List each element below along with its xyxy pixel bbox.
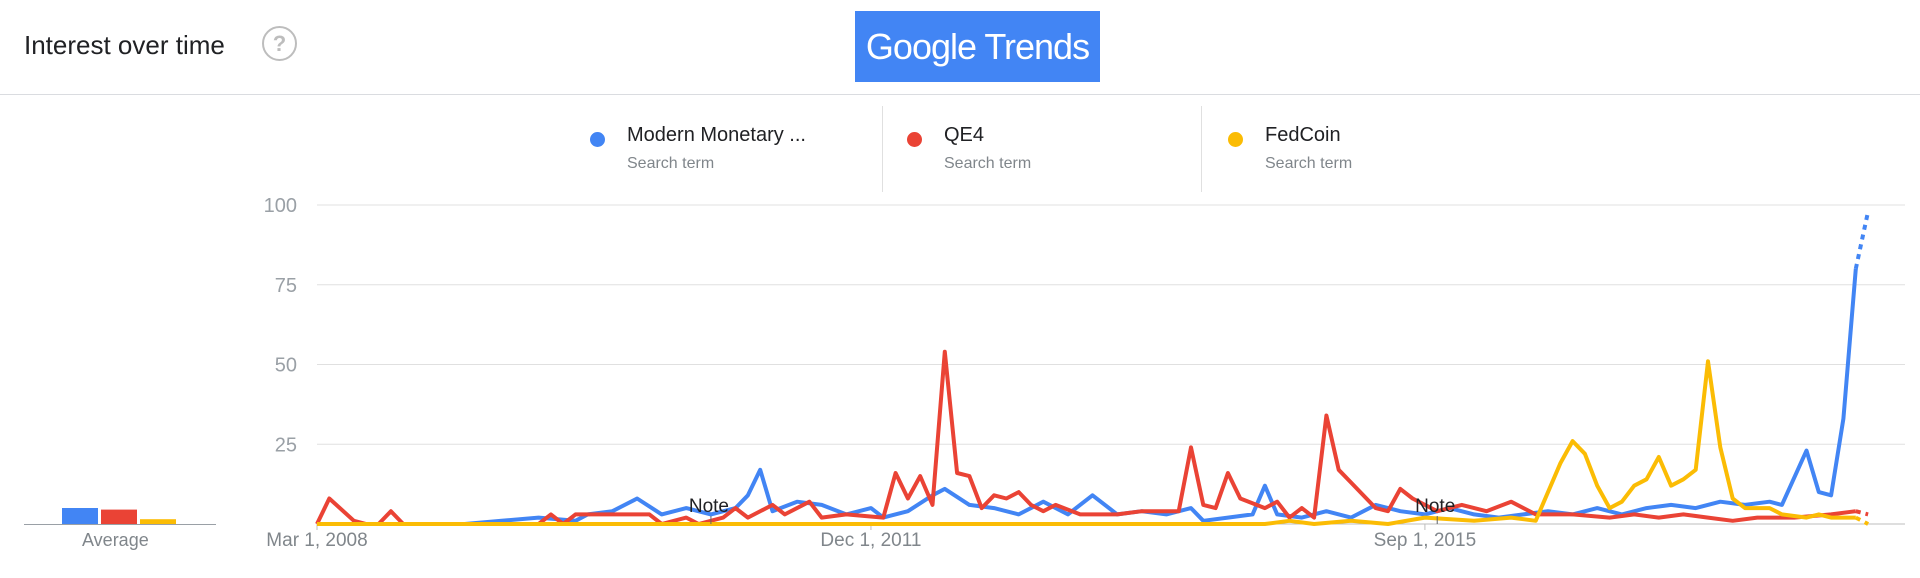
x-tick-label: Dec 1, 2011 (820, 530, 921, 551)
average-bar (62, 508, 98, 524)
average-bar (140, 519, 176, 524)
series-line (317, 359, 1856, 526)
legend-term-type: Search term (627, 155, 715, 172)
legend-divider (1201, 106, 1202, 192)
series-partial-line (1854, 515, 1870, 526)
average-label: Average (82, 530, 149, 550)
legend-divider (882, 106, 883, 192)
average-bar-chart (24, 508, 216, 525)
legend-term-type: Search term (1265, 155, 1353, 172)
header: Interest over time ? Google Trends (0, 0, 1920, 95)
legend-dot-icon (907, 132, 922, 147)
legend-dot-icon (1228, 132, 1243, 147)
series-line (317, 268, 1858, 526)
x-tick-label: Mar 1, 2008 (266, 530, 367, 551)
series-partial-line (1855, 509, 1869, 517)
note-label: Note (1415, 496, 1455, 517)
legend-term-name: FedCoin (1265, 124, 1341, 146)
series-line (315, 349, 1857, 526)
y-tick-label: 50 (275, 355, 297, 377)
x-tick-label: Sep 1, 2015 (1374, 530, 1476, 551)
average-bar (101, 509, 137, 524)
legend-dot-icon (590, 132, 605, 147)
legend-term-name: Modern Monetary ... (627, 124, 806, 146)
page-title: Interest over time (24, 30, 225, 60)
note-label: Note (689, 496, 729, 517)
help-icon[interactable]: ? (262, 26, 297, 61)
y-tick-label: 25 (275, 434, 297, 456)
google-trends-logo: Google Trends (855, 11, 1100, 82)
legend-term-type: Search term (944, 155, 1032, 172)
legend-term-name: QE4 (944, 124, 985, 146)
y-tick-label: 100 (264, 195, 297, 217)
y-tick-label: 75 (275, 275, 297, 297)
series-partial-line (1853, 210, 1871, 270)
